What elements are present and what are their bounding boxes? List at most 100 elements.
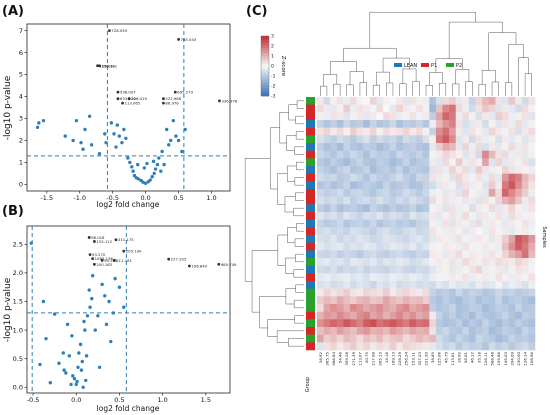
- heatmap-cell: [488, 166, 496, 174]
- heatmap-cell: [449, 311, 457, 320]
- heatmap-cell: [383, 334, 390, 343]
- heatmap-cell: [330, 127, 338, 136]
- heatmap-cell: [515, 273, 523, 282]
- heatmap-cell: [343, 189, 351, 197]
- heatmap-cell: [488, 196, 496, 205]
- dendrogram-branch: [295, 253, 304, 263]
- heatmap-cell: [383, 143, 390, 151]
- heatmap-cell: [317, 227, 324, 236]
- heatmap-cell: [396, 281, 404, 289]
- column-label: 20.75: [364, 351, 369, 363]
- group-bar-segment: [306, 104, 315, 113]
- heatmap-cell: [482, 281, 490, 289]
- heatmap-cell: [323, 342, 331, 351]
- heatmap-cell: [369, 281, 377, 289]
- heatmap-cell: [343, 319, 351, 328]
- heatmap-cell: [369, 250, 377, 259]
- significant-point: [127, 97, 131, 101]
- heatmap-cell: [429, 204, 437, 213]
- heatmap-cell: [416, 219, 423, 228]
- heatmap-cell: [495, 304, 503, 312]
- data-point: [81, 385, 85, 389]
- x-tick-label: 1.0: [157, 396, 167, 404]
- heatmap-cell: [501, 273, 509, 282]
- heatmap-cell: [336, 112, 344, 121]
- heatmap-cell: [363, 242, 371, 251]
- heatmap-cell: [468, 227, 476, 236]
- group-color-bar: [306, 97, 315, 351]
- heatmap-cell: [528, 235, 536, 243]
- column-label: 327.23: [417, 351, 422, 365]
- column-label: 265.13: [377, 351, 382, 365]
- heatmap-cell: [528, 342, 536, 351]
- heatmap-cell: [356, 143, 364, 151]
- heatmap-cell: [455, 281, 463, 289]
- y-tick-label: 2.0: [13, 269, 23, 277]
- heatmap-cell: [462, 242, 470, 251]
- heatmap-cell: [462, 319, 470, 328]
- heatmap-cell: [409, 311, 417, 320]
- heatmap-cell: [323, 250, 331, 259]
- column-label: 204.09: [509, 351, 514, 365]
- heatmap-cell: [442, 150, 450, 159]
- heatmap-cell: [501, 204, 509, 213]
- group-bar-segment: [306, 288, 315, 297]
- heatmap-cell: [369, 219, 377, 228]
- heatmap-cell: [350, 112, 357, 121]
- heatmap-cell: [330, 135, 338, 144]
- heatmap-cell: [369, 166, 377, 174]
- data-point: [153, 167, 158, 171]
- heatmap-cell: [343, 181, 351, 190]
- heatmap-cells: [317, 97, 536, 351]
- heatmap-cell: [475, 97, 483, 105]
- heatmap-cell: [416, 311, 423, 320]
- heatmap-cell: [429, 265, 437, 274]
- heatmap-cell: [528, 281, 536, 289]
- heatmap-cell: [350, 150, 357, 159]
- heatmap-cell: [416, 189, 423, 197]
- heatmap-cell: [429, 196, 437, 205]
- heatmap-cell: [389, 319, 397, 328]
- heatmap-cell: [416, 143, 423, 151]
- y-tick-label: 6: [19, 49, 23, 57]
- heatmap-cell: [409, 235, 417, 243]
- heatmap-cell: [376, 150, 384, 159]
- heatmap-cell: [317, 127, 324, 136]
- group-bar-segment: [306, 296, 315, 305]
- colorbar-frame: [260, 35, 270, 97]
- heatmap-cell: [336, 181, 344, 190]
- heatmap-cell: [515, 135, 523, 144]
- heatmap-cell: [508, 150, 516, 159]
- heatmap-cell: [521, 319, 529, 328]
- group-bar-segment: [306, 212, 315, 220]
- column-label: 125.06: [437, 351, 442, 365]
- heatmap-cell: [482, 158, 490, 167]
- heatmap-cell: [409, 227, 417, 236]
- heatmap-cell: [495, 250, 503, 259]
- heatmap-cell: [402, 288, 410, 297]
- colorbar-gradient-step: [261, 58, 269, 61]
- heatmap-cell: [416, 227, 423, 236]
- data-point: [183, 127, 187, 132]
- heatmap-cell: [416, 265, 423, 274]
- heatmap-cell: [455, 196, 463, 205]
- heatmap-cell: [376, 158, 384, 167]
- heatmap-cell: [488, 97, 496, 105]
- heatmap-cell: [343, 258, 351, 266]
- heatmap-cell: [409, 150, 417, 159]
- column-label: 38.85: [430, 351, 435, 363]
- heatmap-cell: [501, 97, 509, 105]
- heatmap-cell: [363, 311, 371, 320]
- heatmap-cell: [508, 250, 516, 259]
- heatmap-cell: [475, 158, 483, 167]
- heatmap-cell: [495, 212, 503, 220]
- data-point: [100, 282, 104, 287]
- heatmap-cell: [422, 235, 430, 243]
- heatmap-cell: [501, 304, 509, 312]
- heatmap-cell: [356, 327, 364, 335]
- heatmap-cell: [363, 219, 371, 228]
- heatmap-cell: [350, 281, 357, 289]
- heatmap-cell: [429, 219, 437, 228]
- heatmap-cell: [449, 189, 457, 197]
- plot-a-xlabel: log2 fold change: [97, 200, 160, 209]
